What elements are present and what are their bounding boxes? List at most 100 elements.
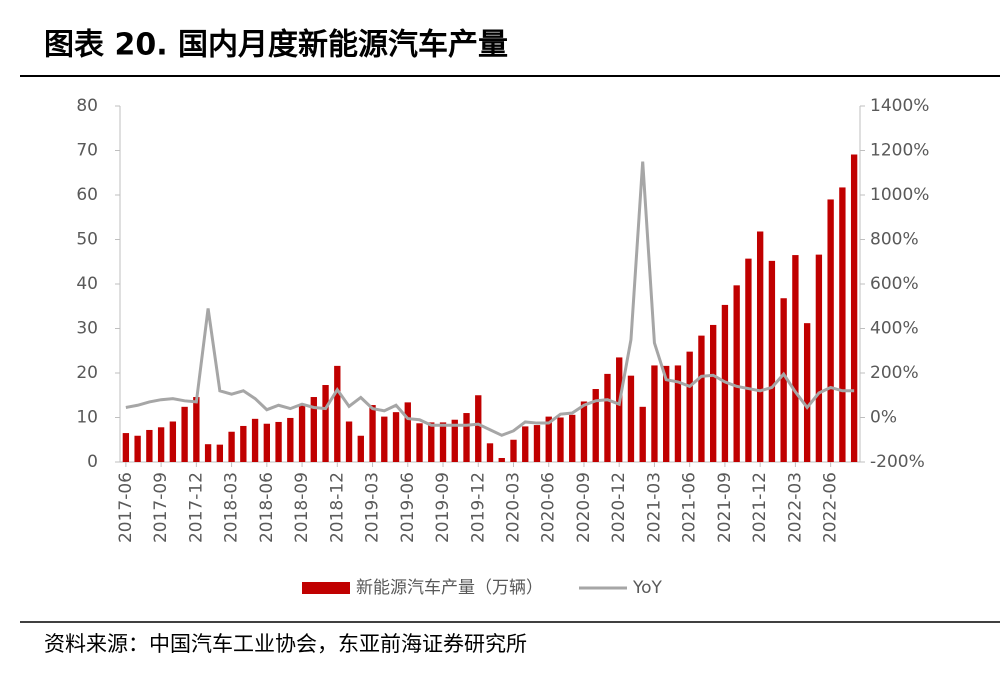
bar: [475, 395, 482, 462]
bar: [275, 421, 282, 462]
chart-title: 图表 20. 国内月度新能源汽车产量: [44, 28, 508, 63]
bar: [298, 405, 306, 462]
x-tick-label: 2020-03: [503, 472, 523, 543]
bar: [381, 416, 388, 462]
x-tick-label: 2019-06: [398, 472, 418, 543]
x-tick-label: 2021-03: [644, 472, 664, 543]
bar: [604, 373, 611, 462]
x-tick-label: 2019-03: [363, 472, 383, 543]
source: 资料来源：中国汽车工业协会，东亚前海证券研究所: [44, 632, 527, 656]
y-tick-label: 30: [76, 319, 98, 339]
bar: [428, 422, 435, 462]
bar: [545, 416, 552, 462]
bar: [334, 365, 341, 462]
legend-label: 新能源汽车产量（万辆）: [356, 578, 543, 598]
bar: [792, 255, 799, 462]
y2-tick-label: 800%: [870, 230, 919, 250]
bar: [251, 418, 259, 462]
bar: [803, 323, 811, 462]
bar: [674, 365, 682, 462]
line: [125, 161, 855, 437]
bar: [686, 351, 693, 462]
bar: [663, 365, 670, 462]
bar: [357, 435, 364, 462]
bar: [651, 365, 658, 462]
bar: [263, 423, 270, 462]
x-tick-label: 2021-09: [715, 472, 735, 543]
x-tick-label: 2017-06: [116, 472, 136, 543]
bar: [780, 298, 787, 462]
x-tick-label: 2019-12: [468, 472, 488, 543]
x-tick-label: 2022-06: [821, 472, 841, 543]
x-tick-label: 2021-06: [680, 472, 700, 543]
legend-swatch: [302, 582, 350, 594]
x-tick-label: 2018-12: [327, 472, 347, 543]
x-tick-label: 2020-06: [539, 472, 559, 543]
y-tick-label: 10: [76, 408, 98, 428]
bar: [756, 231, 764, 462]
bar: [510, 439, 517, 462]
x-tick-label: 2020-12: [609, 472, 629, 543]
bar: [533, 425, 541, 462]
bar: [310, 397, 317, 462]
y2-tick-label: 0%: [870, 408, 897, 428]
x-tick-label: 2018-09: [292, 472, 312, 543]
bar: [745, 258, 752, 462]
bar: [486, 443, 494, 462]
x-tick-label: 2017-09: [151, 472, 171, 543]
y-tick-label: 40: [76, 274, 98, 294]
bar: [416, 423, 423, 462]
bar: [451, 419, 458, 462]
bar: [522, 426, 529, 462]
bar: [733, 285, 740, 462]
bar: [169, 421, 177, 462]
y2-tick-label: 1400%: [870, 96, 929, 116]
bar: [463, 413, 470, 462]
bar: [569, 414, 576, 462]
bar: [580, 401, 588, 462]
bar: [839, 187, 846, 462]
bar: [710, 324, 717, 462]
bar: [616, 357, 623, 462]
y-tick-label: 20: [76, 363, 98, 383]
y-tick-label: 0: [87, 452, 98, 472]
bar: [827, 199, 834, 462]
bar: [122, 433, 130, 462]
y2-tick-label: 1200%: [870, 141, 929, 161]
bar: [204, 444, 212, 462]
y2-tick-label: -200%: [870, 452, 925, 472]
legend-label: YoY: [632, 578, 663, 598]
bar: [404, 402, 411, 462]
x-tick-label: 2017-12: [186, 472, 206, 543]
bar: [498, 457, 505, 462]
bar: [557, 417, 564, 462]
x-tick-label: 2021-12: [750, 472, 770, 543]
bar: [181, 406, 188, 462]
bar: [228, 431, 235, 462]
bar: [157, 427, 165, 462]
bar: [698, 335, 705, 462]
x-tick-label: 2019-09: [433, 472, 453, 543]
bar: [369, 405, 376, 462]
y-tick-label: 80: [76, 96, 98, 116]
x-tick-label: 2018-03: [222, 472, 242, 543]
y2-tick-label: 200%: [870, 363, 919, 383]
bar: [850, 154, 858, 462]
bar: [193, 397, 200, 462]
bar: [240, 425, 247, 462]
bar: [345, 421, 353, 462]
bar: [322, 385, 329, 462]
y-tick-label: 60: [76, 185, 98, 205]
bar: [592, 389, 599, 462]
bar: [134, 435, 141, 462]
y2-tick-label: 400%: [870, 319, 919, 339]
x-tick-label: 2022-03: [785, 472, 805, 543]
y-tick-label: 70: [76, 141, 98, 161]
bar: [287, 417, 294, 462]
y2-tick-label: 1000%: [870, 185, 929, 205]
bar: [392, 412, 400, 462]
y-tick-label: 50: [76, 230, 98, 250]
x-tick-label: 2020-09: [574, 472, 594, 543]
bar: [216, 444, 224, 462]
